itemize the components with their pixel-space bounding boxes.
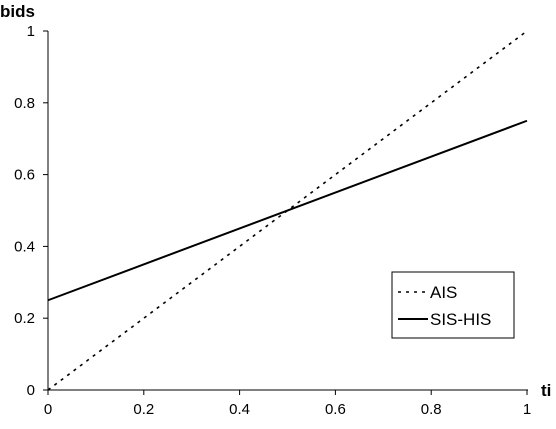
y-tick-label: 0.2 [14, 310, 35, 327]
x-tick-label: 0 [44, 401, 52, 418]
y-tick-label: 0.6 [14, 167, 35, 184]
legend-items: AIS SIS-HIS [398, 283, 491, 329]
y-tick-label: 0 [27, 382, 35, 399]
x-tick-label: 0.8 [421, 401, 442, 418]
legend-label-sis-his: SIS-HIS [430, 310, 491, 329]
x-tick-label: 0.2 [133, 401, 154, 418]
y-tick-label: 1 [27, 23, 35, 40]
series-layer [47, 30, 528, 391]
plot-area: 0 0.2 0.4 0.6 0.8 1 0 0.2 0.4 0.6 0.8 1 [14, 23, 531, 418]
legend-label-ais: AIS [430, 283, 457, 302]
x-tick-label: 0.6 [325, 401, 346, 418]
y-axis-title: bids [0, 2, 35, 21]
series-line-ais [47, 30, 528, 391]
x-tick-label: 1 [523, 401, 531, 418]
x-axis-ticks: 0 0.2 0.4 0.6 0.8 1 [44, 390, 531, 418]
legend-box [391, 271, 515, 339]
y-axis-ticks: 0 0.2 0.4 0.6 0.8 1 [14, 23, 48, 399]
series-line-sis-his [47, 119, 528, 302]
x-tick-label: 0.4 [229, 401, 250, 418]
x-axis-title: ti [541, 381, 551, 400]
y-tick-label: 0.4 [14, 238, 35, 255]
legend: AIS SIS-HIS [391, 271, 515, 339]
y-tick-label: 0.8 [14, 95, 35, 112]
